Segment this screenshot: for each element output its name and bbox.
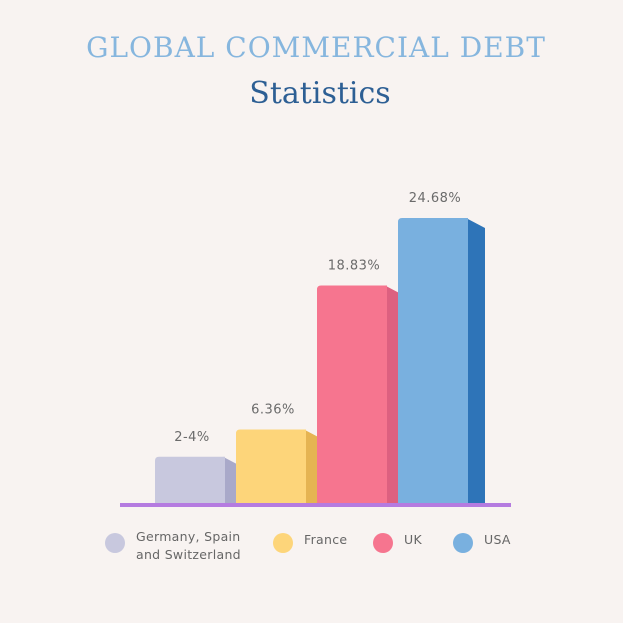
axis-line [120,503,511,507]
value-label: 24.68% [409,191,462,206]
value-label: 18.83% [328,259,381,274]
legend-swatch [273,533,293,553]
bar [236,429,306,503]
legend-label: France [304,532,348,547]
legend-swatch [373,533,393,553]
bar [317,285,387,503]
chart-title: GLOBAL COMMERCIAL DEBT [86,31,546,64]
bar [155,456,225,503]
legend-label: UK [404,532,422,547]
legend-swatch [453,533,473,553]
chart-subtitle: Statistics [249,76,390,111]
bar-side [466,218,485,503]
bar [398,218,468,503]
legend-label: USA [484,532,511,547]
legend-swatch [105,533,125,553]
value-label: 2-4% [174,430,210,445]
value-label: 6.36% [251,403,295,418]
legend-label: Germany, Spain and Switzerland [136,529,241,562]
